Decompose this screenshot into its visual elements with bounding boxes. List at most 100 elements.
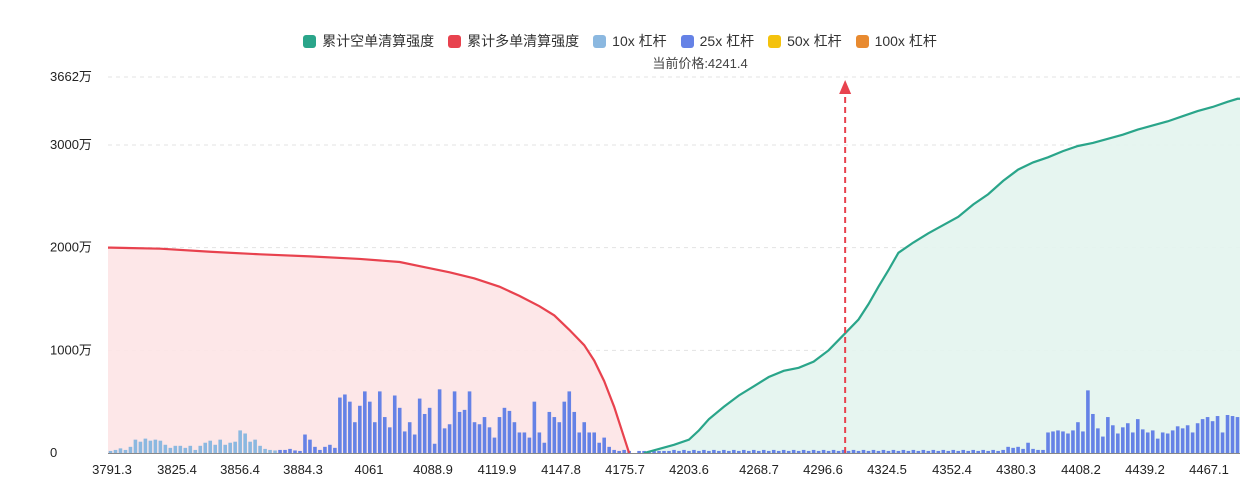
bar-25x	[861, 449, 866, 453]
bar-25x	[826, 450, 831, 453]
bar-25x	[338, 397, 342, 453]
bar-25x	[348, 401, 352, 453]
bar-10x	[163, 444, 168, 453]
bar-25x	[1220, 432, 1225, 453]
bar-10x	[123, 449, 128, 453]
bar-10x	[138, 441, 143, 453]
bar-10x	[178, 445, 183, 453]
bar-25x	[1031, 448, 1035, 453]
bar-25x	[1081, 431, 1085, 453]
legend-item-3[interactable]: 25x 杠杆	[680, 31, 754, 51]
bar-25x	[791, 449, 796, 453]
short-area-fill	[644, 98, 1240, 454]
bar-25x	[931, 449, 936, 453]
bar-25x	[497, 417, 502, 453]
bar-25x	[467, 391, 472, 453]
bar-25x	[577, 432, 582, 453]
bar-25x	[702, 449, 706, 453]
bar-25x	[602, 437, 606, 453]
bar-25x	[916, 450, 921, 453]
bar-25x	[906, 450, 911, 453]
x-tick-label: 4268.7	[739, 462, 779, 477]
bar-10x	[148, 440, 153, 453]
bar-25x	[612, 449, 616, 453]
bar-25x	[422, 413, 427, 453]
bar-25x	[732, 449, 736, 453]
legend-swatch	[593, 34, 607, 48]
legend-item-5[interactable]: 100x 杠杆	[855, 31, 937, 51]
bar-25x	[343, 394, 347, 453]
legend-item-2[interactable]: 10x 杠杆	[593, 31, 667, 51]
bar-25x	[617, 450, 621, 453]
bar-25x	[1150, 430, 1155, 453]
bar-25x	[597, 442, 601, 453]
legend-label: 50x 杠杆	[787, 33, 842, 49]
bar-25x	[886, 450, 891, 453]
y-tick-label: 1000万	[50, 342, 92, 357]
bar-25x	[1205, 417, 1210, 453]
bar-25x	[936, 450, 941, 453]
bar-25x	[1076, 422, 1080, 453]
bar-25x	[323, 446, 327, 453]
bar-25x	[417, 398, 422, 453]
bar-25x	[298, 450, 302, 453]
bar-10x	[173, 445, 178, 453]
legend-item-4[interactable]: 50x 杠杆	[768, 31, 842, 51]
bar-25x	[1210, 421, 1215, 453]
bar-10x	[118, 448, 123, 453]
long-area-fill	[108, 247, 630, 453]
x-tick-label: 3791.3	[92, 462, 132, 477]
bar-25x	[592, 432, 597, 453]
bar-25x	[976, 450, 980, 453]
bar-25x	[557, 422, 562, 453]
y-tick-label: 3662万	[50, 69, 92, 84]
bar-25x	[1185, 425, 1190, 453]
bar-25x	[981, 449, 985, 453]
bar-25x	[991, 449, 995, 453]
bar-10x	[253, 439, 257, 453]
bar-25x	[318, 449, 322, 453]
bar-25x	[372, 422, 377, 453]
bar-25x	[1106, 417, 1110, 453]
bar-10x	[213, 444, 218, 453]
bar-25x	[452, 391, 457, 453]
x-tick-label: 4147.8	[541, 462, 581, 477]
bar-25x	[432, 443, 437, 453]
bar-25x	[796, 450, 801, 453]
bar-25x	[871, 449, 876, 453]
bar-25x	[821, 449, 826, 453]
bar-25x	[742, 449, 746, 453]
bar-10x	[193, 449, 198, 453]
bar-25x	[1036, 449, 1040, 453]
bar-25x	[278, 449, 282, 453]
bar-25x	[567, 391, 572, 453]
bar-25x	[353, 422, 357, 453]
bar-25x	[831, 449, 836, 453]
bar-25x	[1121, 427, 1125, 453]
bar-25x	[756, 450, 761, 453]
legend-label: 10x 杠杆	[612, 33, 667, 49]
legend: 累计空单清算强度 累计多单清算强度 10x 杠杆 25x 杠杆 50x 杠杆 100x 杠…	[0, 31, 1240, 51]
bar-10x	[273, 450, 277, 453]
bar-25x	[507, 410, 512, 453]
y-tick-label: 3000万	[50, 137, 92, 152]
bar-25x	[1235, 417, 1240, 453]
bar-10x	[198, 445, 203, 453]
bar-25x	[727, 450, 731, 453]
bar-25x	[333, 447, 337, 453]
bar-25x	[1091, 413, 1095, 453]
x-tick-label: 4439.2	[1125, 462, 1165, 477]
bar-25x	[876, 450, 881, 453]
legend-item-0[interactable]: 累计空单清算强度	[303, 31, 434, 51]
bar-25x	[1006, 446, 1010, 453]
bar-25x	[836, 450, 841, 453]
bar-10x	[143, 438, 148, 453]
bar-25x	[761, 449, 766, 453]
bar-25x	[737, 450, 741, 453]
bar-25x	[896, 450, 901, 453]
bar-25x	[392, 395, 397, 453]
legend-item-1[interactable]: 累计多单清算强度	[448, 31, 579, 51]
bar-25x	[1066, 433, 1070, 453]
bar-25x	[288, 448, 292, 453]
bar-25x	[986, 450, 990, 453]
